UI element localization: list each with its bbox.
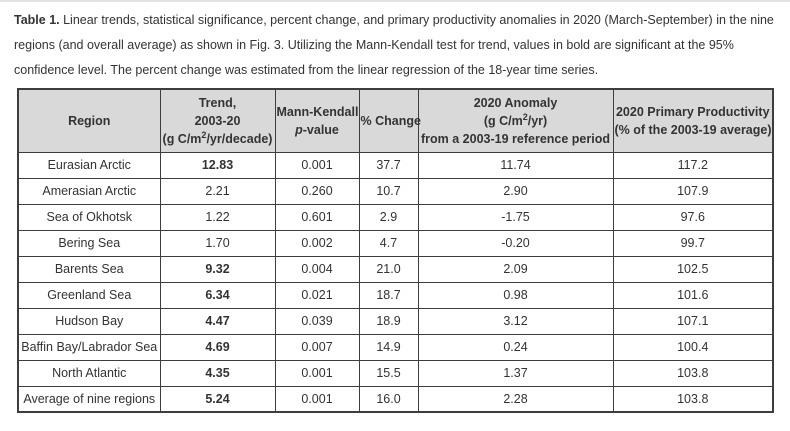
- cell-anomaly: 2.90: [417, 177, 614, 205]
- cell-anomaly: -0.20: [417, 229, 614, 257]
- table-row: Barents Sea 9.32 0.004 21.0 2.09 102.5: [17, 255, 774, 283]
- cell-productivity: 99.7: [612, 229, 774, 257]
- cell-anomaly: 2.28: [417, 385, 614, 413]
- table-row: Average of nine regions 5.24 0.001 16.0 2.28…: [17, 385, 774, 413]
- cell-pct-change: 15.5: [358, 359, 419, 387]
- table-header-row: Region Trend, 2003-20 (g C/m2/yr/decade) Man…: [17, 88, 774, 153]
- cell-pct-change: 10.7: [358, 177, 419, 205]
- cell-p-value: 0.601: [274, 203, 360, 231]
- table-row: Bering Sea 1.70 0.002 4.7 -0.20 99.7: [17, 229, 774, 257]
- data-table: Region Trend, 2003-20 (g C/m2/yr/decade) Man…: [17, 88, 774, 413]
- cell-p-value: 0.021: [274, 281, 360, 309]
- cell-trend: 4.35: [159, 359, 276, 387]
- cell-region: Baffin Bay/Labrador Sea: [17, 333, 161, 361]
- cell-p-value: 0.007: [274, 333, 360, 361]
- cell-p-value: 0.004: [274, 255, 360, 283]
- cell-trend: 4.69: [159, 333, 276, 361]
- cell-region: Hudson Bay: [17, 307, 161, 335]
- cell-region: Greenland Sea: [17, 281, 161, 309]
- cell-anomaly: -1.75: [417, 203, 614, 231]
- col-header-line: 2020 Anomaly: [473, 95, 558, 110]
- cell-region: Average of nine regions: [17, 385, 161, 413]
- table-row: Baffin Bay/Labrador Sea 4.69 0.007 14.9 0.24…: [17, 333, 774, 361]
- cell-region: North Atlantic: [17, 359, 161, 387]
- cell-pct-change: 21.0: [358, 255, 419, 283]
- col-header-line: from a 2003-19 reference period: [421, 131, 610, 146]
- col-header-line: p-value: [295, 122, 339, 137]
- cell-p-value: 0.002: [274, 229, 360, 257]
- col-header-line: Mann-Kendall: [276, 104, 359, 119]
- col-header-line: (% of the 2003-19 average): [614, 122, 772, 137]
- cell-productivity: 103.8: [612, 359, 774, 387]
- cell-region: Amerasian Arctic: [17, 177, 161, 205]
- table-header: Region Trend, 2003-20 (g C/m2/yr/decade) Man…: [17, 88, 774, 153]
- cell-pct-change: 2.9: [358, 203, 419, 231]
- cell-region: Eurasian Arctic: [17, 151, 161, 179]
- table-caption: Table 1. Linear trends, statistical sign…: [14, 8, 778, 83]
- table-row: Amerasian Arctic 2.21 0.260 10.7 2.90 107.9: [17, 177, 774, 205]
- table-row: North Atlantic 4.35 0.001 15.5 1.37 103.8: [17, 359, 774, 387]
- cell-trend: 4.47: [159, 307, 276, 335]
- col-header-line: 2003-20: [194, 113, 241, 128]
- cell-p-value: 0.001: [274, 359, 360, 387]
- cell-productivity: 107.1: [612, 307, 774, 335]
- col-header-line: Trend,: [198, 95, 237, 110]
- cell-anomaly: 1.37: [417, 359, 614, 387]
- cell-pct-change: 16.0: [358, 385, 419, 413]
- cell-productivity: 103.8: [612, 385, 774, 413]
- cell-pct-change: 18.9: [358, 307, 419, 335]
- cell-pct-change: 18.7: [358, 281, 419, 309]
- table-row: Eurasian Arctic 12.83 0.001 37.7 11.74 117.2: [17, 151, 774, 179]
- top-divider: [0, 0, 790, 2]
- col-header-line: (g C/m2/yr/decade): [162, 129, 273, 146]
- table-body: Eurasian Arctic 12.83 0.001 37.7 11.74 117.2 A…: [17, 151, 774, 413]
- cell-trend: 2.21: [159, 177, 276, 205]
- cell-productivity: 102.5: [612, 255, 774, 283]
- cell-productivity: 97.6: [612, 203, 774, 231]
- cell-p-value: 0.039: [274, 307, 360, 335]
- cell-productivity: 101.6: [612, 281, 774, 309]
- col-header-anomaly: 2020 Anomaly (g C/m2/yr) from a 2003-19 re…: [417, 88, 614, 153]
- cell-anomaly: 0.98: [417, 281, 614, 309]
- cell-anomaly: 3.12: [417, 307, 614, 335]
- cell-anomaly: 11.74: [417, 151, 614, 179]
- col-header-line: % Change: [360, 113, 421, 128]
- cell-productivity: 107.9: [612, 177, 774, 205]
- cell-region: Barents Sea: [17, 255, 161, 283]
- caption-text: Linear trends, statistical significance,…: [14, 13, 774, 77]
- col-header-line: Region: [68, 113, 111, 128]
- cell-anomaly: 0.24: [417, 333, 614, 361]
- cell-p-value: 0.001: [274, 385, 360, 413]
- table-row: Greenland Sea 6.34 0.021 18.7 0.98 101.6: [17, 281, 774, 309]
- col-header-p-value: Mann-Kendall p-value: [274, 88, 360, 153]
- cell-region: Bering Sea: [17, 229, 161, 257]
- cell-pct-change: 14.9: [358, 333, 419, 361]
- table-row: Hudson Bay 4.47 0.039 18.9 3.12 107.1: [17, 307, 774, 335]
- cell-trend: 5.24: [159, 385, 276, 413]
- cell-pct-change: 37.7: [358, 151, 419, 179]
- cell-trend: 12.83: [159, 151, 276, 179]
- cell-p-value: 0.001: [274, 151, 360, 179]
- cell-region: Sea of Okhotsk: [17, 203, 161, 231]
- cell-trend: 1.70: [159, 229, 276, 257]
- cell-pct-change: 4.7: [358, 229, 419, 257]
- table-row: Sea of Okhotsk 1.22 0.601 2.9 -1.75 97.6: [17, 203, 774, 231]
- cell-anomaly: 2.09: [417, 255, 614, 283]
- col-header-line: 2020 Primary Productivity: [615, 104, 770, 119]
- col-header-region: Region: [17, 88, 161, 153]
- cell-trend: 6.34: [159, 281, 276, 309]
- caption-label: Table 1.: [14, 13, 60, 27]
- col-header-trend: Trend, 2003-20 (g C/m2/yr/decade): [159, 88, 276, 153]
- col-header-line: (g C/m2/yr): [483, 111, 548, 128]
- cell-productivity: 100.4: [612, 333, 774, 361]
- cell-p-value: 0.260: [274, 177, 360, 205]
- col-header-pct-change: % Change: [358, 88, 421, 153]
- cell-trend: 1.22: [159, 203, 276, 231]
- cell-trend: 9.32: [159, 255, 276, 283]
- col-header-productivity: 2020 Primary Productivity (% of the 2003-…: [612, 88, 774, 153]
- cell-productivity: 117.2: [612, 151, 774, 179]
